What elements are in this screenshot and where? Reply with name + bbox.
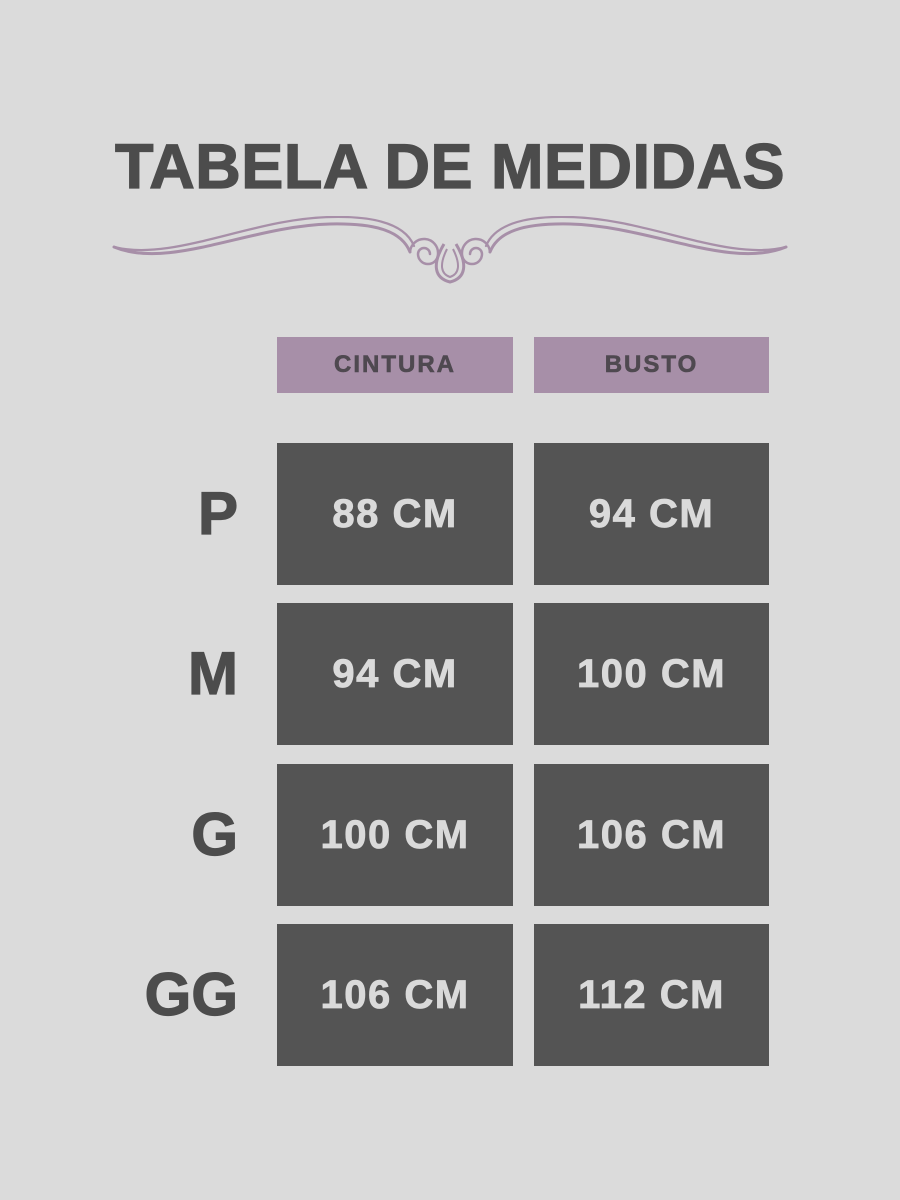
measure-value: 106 CM [576,812,727,857]
measure-value: 112 CM [578,972,725,1017]
table-row: M 94 CM 100 CM [0,603,900,745]
column-header-cintura: CINTURA [277,337,513,393]
size-label: G [191,801,239,868]
table-row: GG 106 CM 112 CM [0,924,900,1066]
measure-cell-busto: 112 CM [534,924,769,1066]
flourish-divider-icon [112,216,788,284]
measure-cell-cintura: 94 CM [277,603,513,745]
size-label: M [187,640,238,707]
measure-cell-cintura: 88 CM [277,443,513,585]
measure-value: 100 CM [576,651,727,696]
table-row: P 88 CM 94 CM [0,443,900,585]
column-header-label: CINTURA [334,351,456,379]
size-label: P [197,480,238,547]
measure-cell-busto: 100 CM [534,603,769,745]
column-header-label: BUSTO [604,351,699,379]
measure-value: 106 CM [320,972,470,1017]
measure-cell-busto: 106 CM [534,764,769,906]
measure-value: 88 CM [332,491,458,536]
page-title: TABELA DE MEDIDAS [114,132,785,202]
measure-value: 94 CM [332,651,458,696]
measure-cell-cintura: 106 CM [277,924,513,1066]
column-header-busto: BUSTO [534,337,769,393]
table-row: G 100 CM 106 CM [0,764,900,906]
measure-value: 100 CM [320,812,470,857]
measure-cell-cintura: 100 CM [277,764,513,906]
measure-value: 94 CM [588,491,715,536]
size-label: GG [144,961,239,1028]
measure-cell-busto: 94 CM [534,443,769,585]
